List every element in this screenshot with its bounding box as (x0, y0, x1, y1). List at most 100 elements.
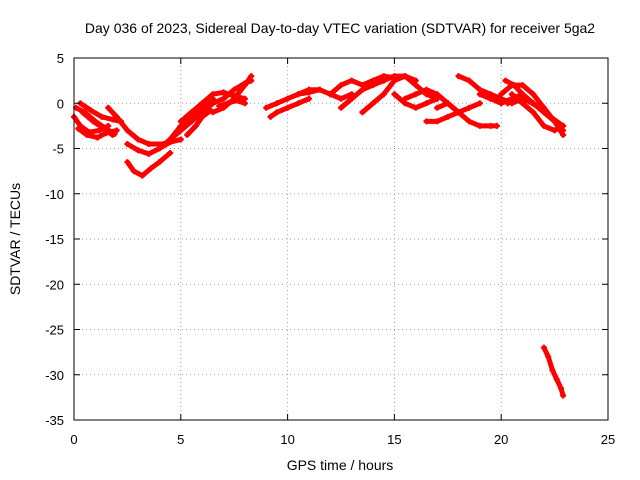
data-point (338, 82, 344, 89)
data-point (209, 109, 216, 116)
series-track-line (221, 78, 254, 102)
data-point (487, 122, 494, 129)
series-track-af (508, 91, 567, 134)
data-point (549, 367, 556, 374)
series-track-ag (540, 344, 567, 399)
data-point (327, 91, 334, 98)
series-track-line (216, 98, 248, 109)
data-point (558, 385, 565, 392)
data-point (147, 165, 154, 172)
data-point (380, 77, 387, 84)
data-point (90, 118, 97, 125)
data-point (188, 109, 195, 116)
data-point (370, 100, 377, 107)
data-point (359, 109, 366, 116)
data-point (434, 118, 441, 125)
series-track-o (216, 97, 248, 109)
data-point (216, 102, 223, 109)
data-point (508, 91, 515, 98)
data-point (145, 150, 152, 157)
x-tick-label: 0 (70, 432, 77, 447)
data-point (109, 116, 116, 123)
data-point (241, 100, 248, 107)
data-point (135, 147, 142, 154)
series-track-n (220, 77, 255, 102)
y-tick-label: -20 (45, 277, 64, 292)
tick-layer: 0 5 10 15 20 25 5 0 -5 -10 -15 -20 -25 -30 -35 (45, 51, 615, 447)
x-tick-label: 5 (177, 432, 184, 447)
data-point (551, 127, 558, 134)
y-tick-label: -15 (45, 232, 64, 247)
data-point (476, 122, 483, 129)
data-point (493, 122, 500, 129)
y-tick-label: 5 (57, 51, 64, 66)
y-axis-label: SDTVAR / TECUs (7, 183, 23, 295)
data-point (519, 91, 526, 98)
data-point (98, 113, 105, 120)
data-point (177, 118, 184, 125)
y-tick-label: -30 (45, 368, 64, 383)
data-point (530, 91, 537, 98)
data-point (145, 140, 152, 147)
data-point (113, 127, 120, 134)
data-point (391, 73, 398, 80)
series-track-z (434, 100, 500, 129)
data-point (135, 136, 142, 143)
series-track-l (184, 107, 214, 138)
data-point (220, 95, 227, 102)
x-tick-label: 25 (601, 432, 615, 447)
data-point (263, 104, 270, 111)
data-point (113, 113, 120, 120)
y-tick-label: -10 (45, 187, 64, 202)
series-track-e (79, 109, 116, 138)
data-point (295, 100, 302, 107)
data-point (75, 125, 82, 132)
data-point (284, 104, 291, 111)
chart-title: Day 036 of 2023, Sidereal Day-to-day VTE… (85, 20, 595, 36)
data-point (412, 82, 419, 89)
data-point (273, 100, 280, 107)
data-point (553, 376, 560, 383)
data-point (338, 95, 344, 102)
data-point (423, 100, 430, 107)
data-point (100, 125, 107, 132)
data-point (560, 122, 567, 129)
data-point (466, 77, 473, 84)
x-tick-label: 15 (387, 432, 401, 447)
data-point (380, 91, 387, 98)
data-point (502, 77, 509, 84)
data-point (305, 95, 312, 102)
series-track-h (124, 150, 174, 179)
data-point (487, 95, 494, 102)
series-track-q (267, 95, 312, 120)
data-point (511, 82, 518, 89)
data-point (231, 86, 238, 93)
data-point (94, 134, 101, 141)
data-point (455, 109, 462, 116)
series-track-r (295, 86, 355, 102)
series-track-line (124, 150, 173, 179)
data-point (177, 136, 184, 143)
data-point (124, 140, 131, 147)
data-point (209, 91, 216, 98)
data-point (284, 95, 291, 102)
y-tick-label: -35 (45, 413, 64, 428)
series-track-s (327, 73, 398, 98)
data-point (434, 104, 441, 111)
data-point (434, 91, 441, 98)
data-point (348, 77, 355, 84)
data-point (370, 82, 377, 89)
data-point (295, 91, 302, 98)
data-point (156, 145, 163, 152)
data-point (498, 91, 505, 98)
series-track-line (156, 96, 216, 151)
data-point (273, 109, 280, 116)
data-point (139, 172, 146, 179)
data-point (199, 100, 206, 107)
x-tick-label: 20 (494, 432, 508, 447)
data-point (220, 89, 227, 96)
x-tick-label: 10 (280, 432, 294, 447)
data-point (88, 107, 95, 114)
data-point (530, 109, 537, 116)
